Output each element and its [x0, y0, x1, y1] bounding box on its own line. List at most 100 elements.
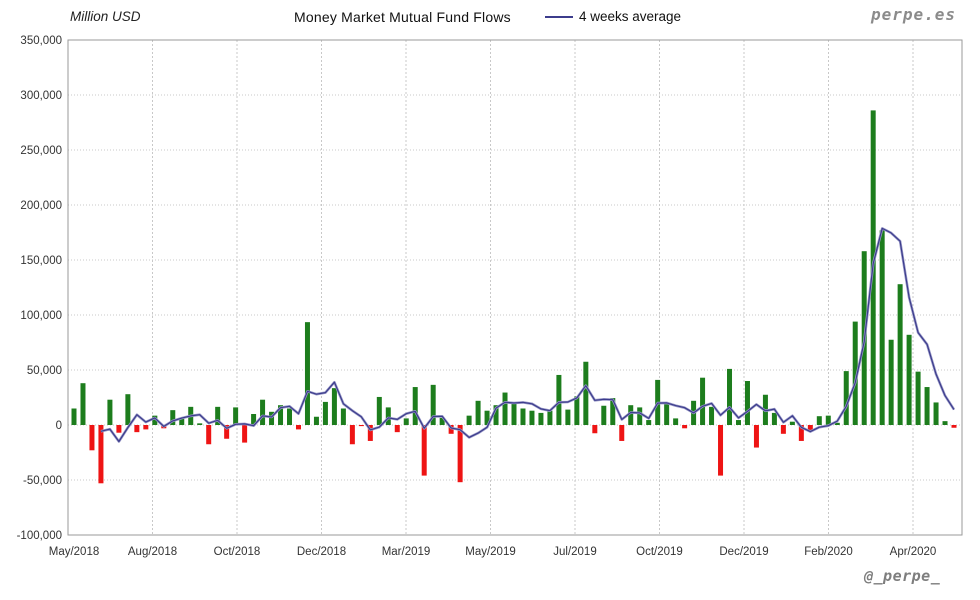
flow-bar	[412, 387, 418, 425]
flow-bar	[206, 425, 212, 445]
flow-bar	[637, 407, 643, 425]
flow-bar	[834, 422, 840, 425]
flow-bar	[493, 405, 499, 425]
flow-bar	[197, 423, 203, 425]
y-tick-label: 150,000	[20, 255, 62, 267]
flow-bar	[295, 425, 301, 430]
flow-bar	[789, 421, 795, 425]
flow-bar	[897, 284, 903, 425]
y-tick-label: 300,000	[20, 90, 62, 102]
flow-bar	[529, 410, 535, 425]
flow-bar	[718, 425, 724, 476]
flow-bar	[322, 401, 328, 425]
flow-bar	[143, 425, 149, 430]
flow-bar	[807, 425, 813, 430]
flow-bar	[71, 408, 77, 425]
flow-bar	[394, 425, 400, 433]
flow-bar	[358, 425, 364, 427]
x-tick-label: May/2019	[465, 546, 516, 558]
flow-bar	[98, 425, 104, 484]
x-tick-label: Oct/2019	[636, 546, 683, 558]
flow-bar	[224, 425, 230, 439]
flow-bar	[709, 406, 715, 425]
flow-bar	[278, 405, 284, 425]
flow-bar	[583, 361, 589, 425]
flow-bar	[879, 230, 885, 425]
x-tick-label: Dec/2018	[297, 546, 346, 558]
chart-title: Money Market Mutual Fund Flows	[294, 9, 511, 25]
flow-bar	[933, 402, 939, 425]
flow-bar	[134, 425, 140, 433]
flow-bar	[520, 408, 526, 425]
flow-bar	[107, 399, 113, 425]
flow-bar	[304, 322, 310, 425]
flow-bar	[906, 334, 912, 425]
flow-bar	[179, 418, 185, 425]
y-tick-label: 350,000	[20, 35, 62, 47]
flow-bar	[340, 408, 346, 425]
flow-bar	[610, 398, 616, 425]
flow-bar	[574, 396, 580, 425]
y-tick-label: 0	[56, 420, 62, 432]
flow-bar	[619, 425, 625, 441]
flow-bar	[421, 425, 427, 476]
flow-bar	[502, 392, 508, 425]
x-tick-label: Mar/2019	[382, 546, 431, 558]
flow-bar	[313, 416, 319, 425]
flow-bar	[233, 407, 239, 425]
flow-bar	[170, 410, 176, 425]
flow-bar	[287, 408, 293, 425]
flow-bar	[116, 425, 122, 433]
average-line	[100, 227, 955, 443]
flow-bar	[924, 387, 930, 425]
y-axis-unit-label: Million USD	[70, 9, 141, 24]
flow-bar	[816, 416, 822, 425]
flow-bar	[843, 371, 849, 425]
flow-bar	[80, 383, 86, 425]
author-watermark: @_perpe_	[864, 567, 941, 585]
x-tick-label: Feb/2020	[804, 546, 853, 558]
legend: 4 weeks average	[545, 9, 681, 24]
flow-bar	[385, 407, 391, 425]
flow-bar	[331, 388, 337, 425]
flow-bar	[511, 403, 517, 425]
x-tick-label: Aug/2018	[128, 546, 177, 558]
x-tick-label: Oct/2018	[214, 546, 261, 558]
flow-bar	[439, 417, 445, 425]
flow-bar	[888, 339, 894, 425]
flow-bar	[825, 415, 831, 425]
flow-bar	[242, 425, 248, 443]
flow-bar	[852, 321, 858, 425]
flow-bar	[430, 384, 436, 425]
flow-bar	[349, 425, 355, 445]
flow-bar	[951, 425, 957, 428]
site-watermark: perpe.es	[870, 5, 956, 24]
flow-bar	[664, 404, 670, 425]
flow-bar	[592, 425, 598, 434]
flow-bar	[727, 368, 733, 425]
flow-bar	[735, 420, 741, 425]
flow-bar	[673, 418, 679, 425]
y-tick-label: 250,000	[20, 145, 62, 157]
flow-bar	[376, 396, 382, 425]
flow-bar	[484, 410, 490, 425]
flow-bar	[547, 410, 553, 425]
flow-bar	[744, 381, 750, 425]
flow-bar	[152, 415, 158, 425]
flow-bar	[269, 411, 275, 425]
x-tick-label: May/2018	[49, 546, 100, 558]
flow-bar	[628, 405, 634, 425]
flow-bar	[448, 425, 454, 434]
flow-bar	[403, 418, 409, 425]
flow-bar	[682, 425, 688, 429]
y-tick-label: -100,000	[17, 530, 62, 542]
legend-line-icon	[545, 16, 573, 18]
flow-bar	[780, 425, 786, 434]
flow-bar	[457, 425, 463, 483]
flow-bar	[475, 400, 481, 425]
flow-bar	[565, 409, 571, 425]
legend-label: 4 weeks average	[579, 9, 682, 24]
flow-bar	[125, 394, 131, 425]
flow-bar	[771, 412, 777, 425]
